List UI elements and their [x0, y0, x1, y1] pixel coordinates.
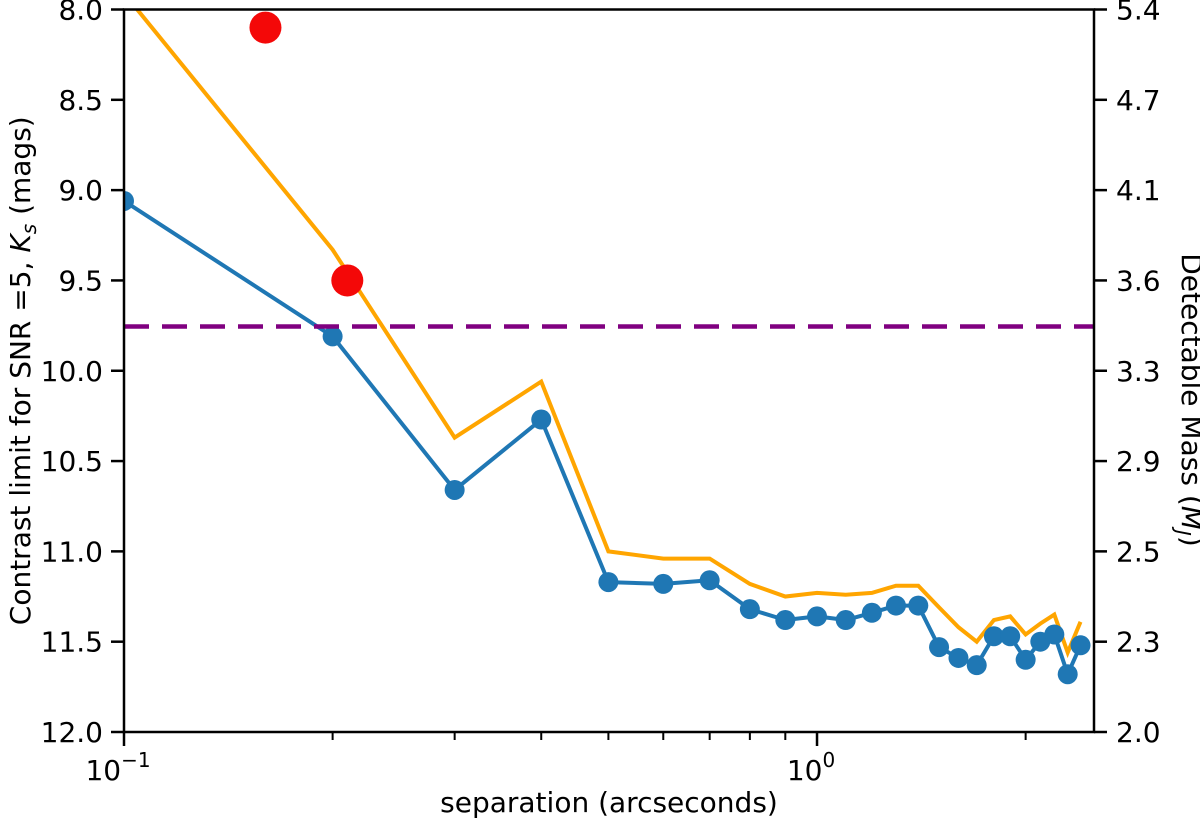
blue-series-marker — [444, 479, 465, 500]
axes-frame — [122, 8, 1096, 734]
blue-series-marker — [929, 637, 950, 658]
blue-series-marker — [1057, 664, 1078, 685]
blue-series-marker — [739, 599, 760, 620]
blue-series-marker — [775, 610, 796, 631]
left-tick-label: 11.0 — [41, 535, 103, 568]
x-axis: 10−1 100 — [85, 732, 1027, 787]
blue-series-marker — [885, 595, 906, 616]
y-axis-right: 5.4 4.7 4.1 3.6 3.3 2.9 2.5 2.3 2.0 — [1094, 0, 1161, 749]
blue-series-marker — [1000, 626, 1021, 647]
left-tick-label: 8.0 — [58, 0, 103, 27]
left-tick-label: 12.0 — [41, 716, 103, 749]
blue-series-marker — [861, 602, 882, 623]
right-tick-label: 2.3 — [1116, 626, 1161, 659]
companion-point-1 — [249, 11, 282, 44]
x-major-tick-label: 100 — [787, 748, 835, 787]
blue-series-marker — [322, 326, 343, 347]
blue-series-marker — [699, 570, 720, 591]
companion-point-2 — [331, 264, 364, 297]
left-axis-label: Contrast limit for SNR =5, Ks (mags) — [4, 116, 41, 625]
blue-series-marker — [948, 647, 969, 668]
right-tick-label: 2.5 — [1116, 535, 1161, 568]
blue-series-marker — [124, 190, 134, 211]
y-axis-left: 8.0 8.5 9.0 9.5 10.0 10.5 11.0 11.5 12.0 — [41, 0, 124, 749]
left-tick-label: 8.5 — [58, 84, 103, 117]
right-tick-label: 2.9 — [1116, 445, 1161, 478]
blue-series-marker — [835, 610, 856, 631]
blue-series-marker — [983, 626, 1004, 647]
right-tick-label: 4.7 — [1116, 84, 1161, 117]
blue-series-markers — [124, 190, 1091, 685]
blue-series-marker — [908, 595, 929, 616]
right-tick-label: 5.4 — [1116, 0, 1161, 27]
left-tick-label: 9.0 — [58, 174, 103, 207]
blue-series-marker — [1015, 649, 1036, 670]
left-tick-label: 10.5 — [41, 445, 103, 478]
left-tick-label: 11.5 — [41, 626, 103, 659]
blue-series-marker — [1070, 635, 1091, 656]
right-tick-label: 3.6 — [1116, 264, 1161, 297]
left-tick-label: 10.0 — [41, 355, 103, 388]
right-axis-label: Detectable Mass (MJ) — [1171, 253, 1200, 547]
x-major-tick-label: 10−1 — [85, 748, 150, 787]
right-tick-label: 3.3 — [1116, 355, 1161, 388]
left-tick-label: 9.5 — [58, 264, 103, 297]
x-axis-label: separation (arcseconds) — [440, 786, 778, 819]
plot-area — [124, 9, 1094, 685]
blue-series-marker — [653, 573, 674, 594]
right-tick-label: 2.0 — [1116, 716, 1161, 749]
blue-series-marker — [1044, 624, 1065, 645]
blue-series-marker — [807, 606, 828, 627]
blue-series-marker — [598, 572, 619, 593]
right-tick-label: 4.1 — [1116, 174, 1161, 207]
blue-series-marker — [966, 655, 987, 676]
orange-series-line — [134, 9, 1083, 659]
blue-series-marker — [531, 409, 552, 430]
